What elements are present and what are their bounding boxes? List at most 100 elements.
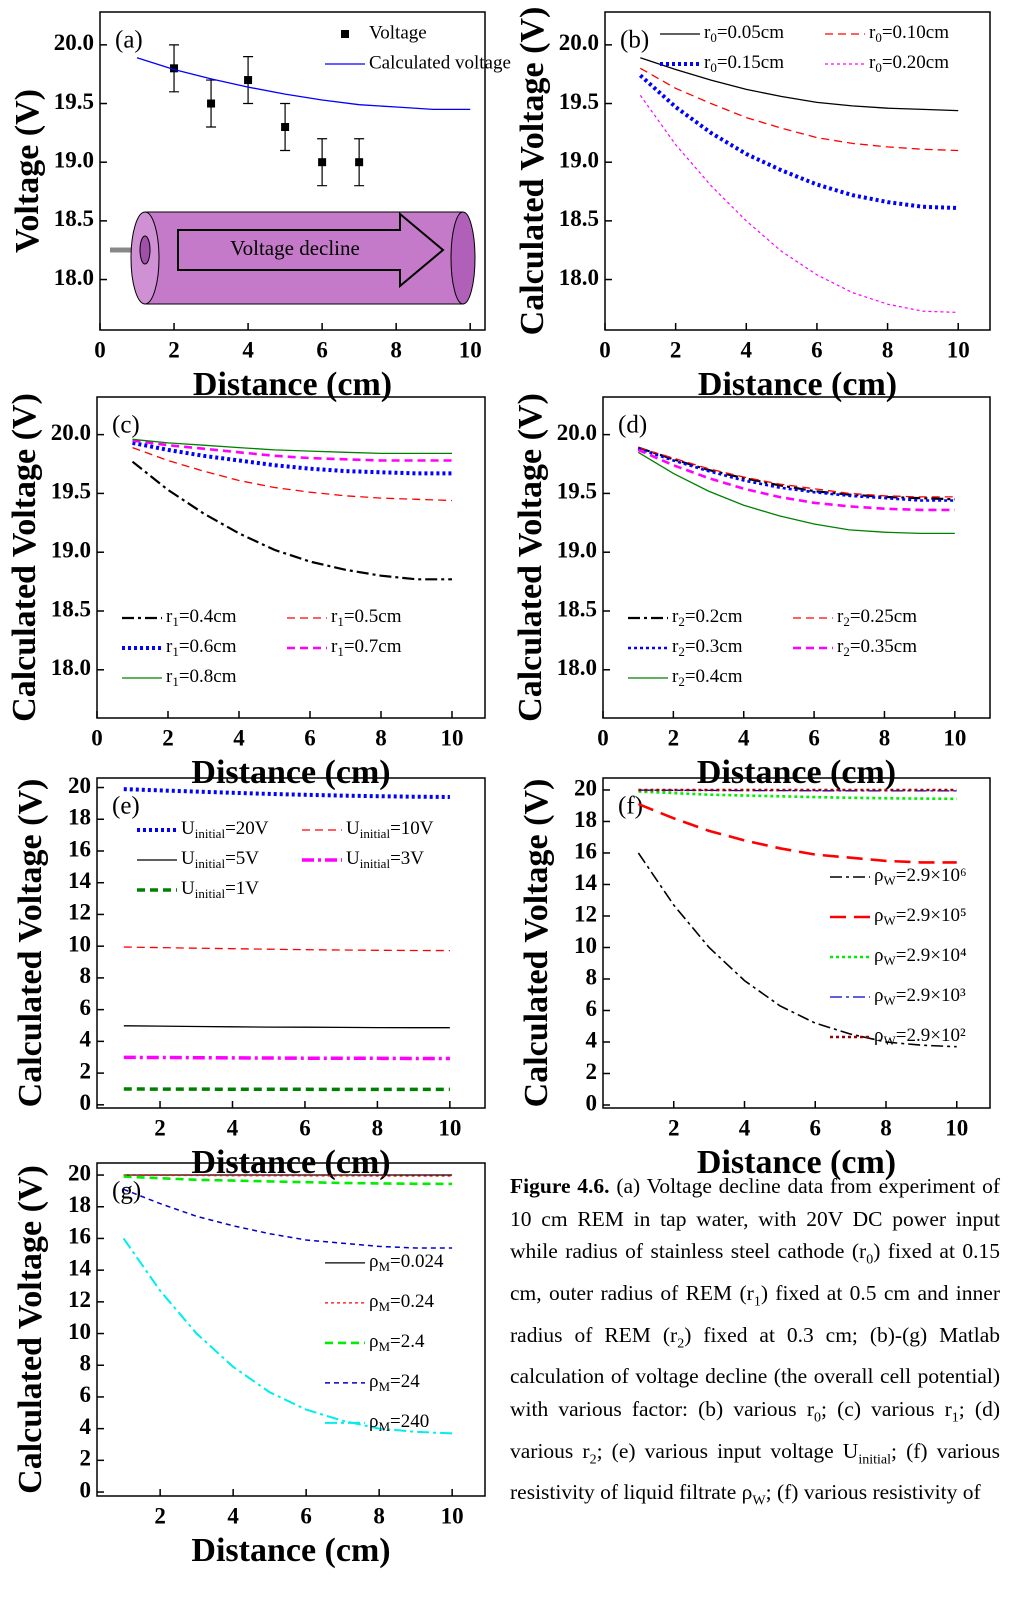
line-series xyxy=(123,1188,453,1249)
legend-label: r0=0.15cm xyxy=(704,52,784,75)
y-tick-label: 20.0 xyxy=(54,30,94,55)
legend-label: Uinitial=20V xyxy=(181,818,269,841)
panel-label: (b) xyxy=(620,27,649,54)
legend-label: r1=0.5cm xyxy=(331,606,402,629)
y-tick-label: 20 xyxy=(574,775,597,800)
legend-label: Uinitial=1V xyxy=(181,878,259,901)
y-axis-label: Calculated Voltage (V) xyxy=(12,779,49,1108)
data-point xyxy=(281,122,290,131)
x-tick-label: 6 xyxy=(316,337,328,362)
x-tick-label: 8 xyxy=(882,337,894,362)
legend-label: ρM=240 xyxy=(369,1411,429,1434)
caption-text: ; (d) various r xyxy=(510,1396,1000,1463)
y-tick-label: 19.5 xyxy=(54,89,94,114)
line-series xyxy=(123,1055,450,1061)
data-point xyxy=(207,99,216,108)
y-tick-label: 6 xyxy=(80,995,92,1020)
x-axis-label: Distance (cm) xyxy=(697,754,896,791)
caption-text: ; (c) various r xyxy=(820,1396,952,1421)
x-tick-label: 10 xyxy=(459,337,482,362)
panel-label: (e) xyxy=(112,793,140,820)
legend-label: r0=0.20cm xyxy=(869,52,949,75)
annotation: Voltage decline xyxy=(230,236,360,260)
y-tick-label: 18.0 xyxy=(557,655,597,680)
y-tick-label: 18 xyxy=(68,1192,91,1217)
y-axis-label: Voltage (V) xyxy=(9,89,46,253)
legend-label: ρM=0.024 xyxy=(369,1251,444,1274)
y-tick-label: 6 xyxy=(80,1382,92,1407)
y-tick-label: 12 xyxy=(68,1287,91,1312)
plot-frame xyxy=(96,777,486,1109)
line-series xyxy=(122,1237,453,1435)
caption-subscript: 1 xyxy=(753,1294,761,1310)
x-tick-label: 10 xyxy=(438,1115,461,1140)
y-tick-label: 16 xyxy=(68,836,91,861)
legend-label: r0=0.10cm xyxy=(869,22,949,45)
y-axis-label: Calculated Voltage (V) xyxy=(12,1165,49,1494)
y-tick-label: 18.5 xyxy=(557,596,597,621)
cylinder-hole xyxy=(139,235,151,265)
plot-frame xyxy=(602,396,991,719)
y-axis-label: Calculated Voltage (V) xyxy=(518,779,555,1108)
caption-text: ) fixed at 0.5 cm and inner radius of RE… xyxy=(510,1280,1000,1347)
y-tick-label: 18 xyxy=(574,807,597,832)
line-series xyxy=(639,94,959,313)
x-tick-label: 4 xyxy=(227,1115,239,1140)
y-tick-label: 12 xyxy=(68,900,91,925)
y-tick-label: 16 xyxy=(574,838,597,863)
x-tick-label: 2 xyxy=(154,1503,166,1528)
x-tick-label: 0 xyxy=(94,337,106,362)
y-tick-label: 20 xyxy=(68,773,91,798)
legend-label: ρW=2.9×10⁴ xyxy=(874,945,967,968)
y-tick-label: 18.5 xyxy=(559,206,599,231)
legend-label: r0=0.05cm xyxy=(704,22,784,45)
y-tick-label: 10 xyxy=(574,933,597,958)
y-tick-label: 20.0 xyxy=(557,420,597,445)
plot-frame xyxy=(96,1162,486,1497)
y-tick-label: 19.0 xyxy=(54,147,94,172)
line-series xyxy=(132,446,453,502)
legend-label: ρM=24 xyxy=(369,1371,420,1394)
y-tick-label: 18.0 xyxy=(51,655,91,680)
legend-label: ρW=2.9×10⁵ xyxy=(874,905,967,928)
line-series xyxy=(136,57,471,111)
cylinder-body xyxy=(144,211,464,305)
line-series xyxy=(638,73,959,210)
caption-subscript: W xyxy=(752,1493,766,1509)
panel-label: (f) xyxy=(618,793,643,820)
caption-subscript: 2 xyxy=(677,1335,685,1351)
y-tick-label: 0 xyxy=(80,1090,92,1115)
legend-label: ρM=2.4 xyxy=(369,1331,425,1354)
x-tick-label: 8 xyxy=(375,725,387,750)
y-tick-label: 10 xyxy=(68,931,91,956)
legend-label: Uinitial=3V xyxy=(346,848,424,871)
y-tick-label: 2 xyxy=(80,1058,92,1083)
x-tick-label: 8 xyxy=(390,337,402,362)
legend-label: r2=0.2cm xyxy=(672,606,743,629)
x-tick-label: 2 xyxy=(668,1115,680,1140)
x-tick-label: 2 xyxy=(670,337,682,362)
legend-label: r2=0.3cm xyxy=(672,636,743,659)
line-series xyxy=(132,440,452,476)
legend-label: ρW=2.9×10⁶ xyxy=(874,865,967,888)
x-tick-label: 4 xyxy=(233,725,245,750)
y-tick-label: 4 xyxy=(586,1027,598,1052)
line-series xyxy=(638,790,957,801)
plot-frame xyxy=(602,777,991,1109)
legend-label: ρW=2.9×10² xyxy=(874,1025,966,1048)
caption-text: ) fixed at 0.3 cm; (b)-(g) Matlab calcul… xyxy=(510,1322,1000,1421)
legend-label: r1=0.4cm xyxy=(166,606,237,629)
x-axis-label: Distance (cm) xyxy=(697,1144,896,1181)
data-point xyxy=(318,158,327,167)
y-tick-label: 2 xyxy=(80,1446,92,1471)
line-series xyxy=(123,1174,453,1177)
legend-label: Voltage xyxy=(369,22,427,43)
line-series xyxy=(123,787,450,799)
line-series xyxy=(132,438,452,455)
x-tick-label: 2 xyxy=(668,725,680,750)
x-tick-label: 10 xyxy=(441,1503,464,1528)
y-tick-label: 6 xyxy=(586,996,598,1021)
caption-label: Figure 4.6. xyxy=(510,1174,610,1198)
y-tick-label: 16 xyxy=(68,1224,91,1249)
